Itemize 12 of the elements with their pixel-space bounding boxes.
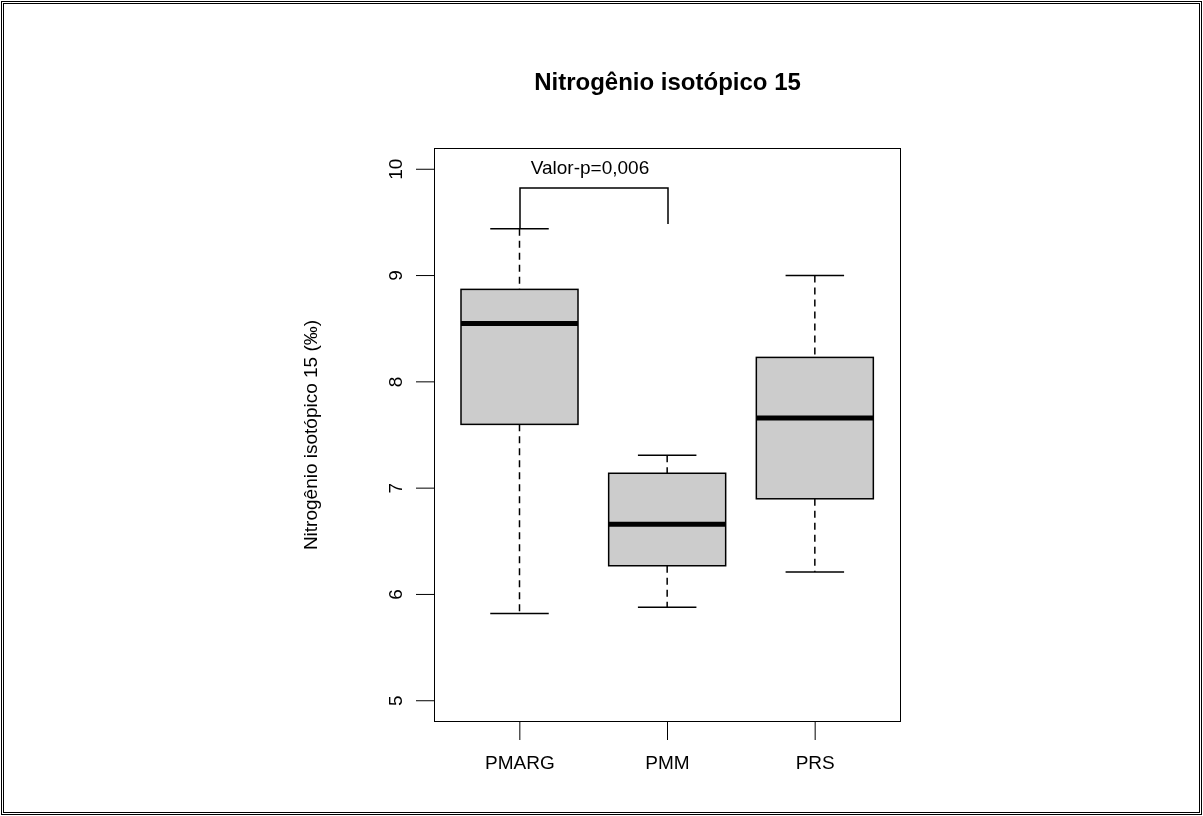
y-axis-title: Nitrogênio isotópico 15 (‰) (299, 319, 321, 551)
y-tick-label: 5 (385, 695, 406, 707)
y-tick-label: 7 (385, 482, 406, 494)
x-tick-label: PMM (645, 752, 690, 774)
x-tick-label: PMARG (484, 752, 555, 774)
y-tick-label: 6 (385, 589, 406, 600)
chart-title: Nitrogênio isotópico 15 (533, 68, 802, 96)
y-tick-label: 8 (385, 376, 406, 388)
x-tick-label: PRS (795, 752, 835, 774)
annotation: Valor-p=0,006 (529, 157, 651, 179)
y-tick-label: 9 (385, 270, 406, 281)
y-tick-label: 10 (385, 158, 406, 180)
